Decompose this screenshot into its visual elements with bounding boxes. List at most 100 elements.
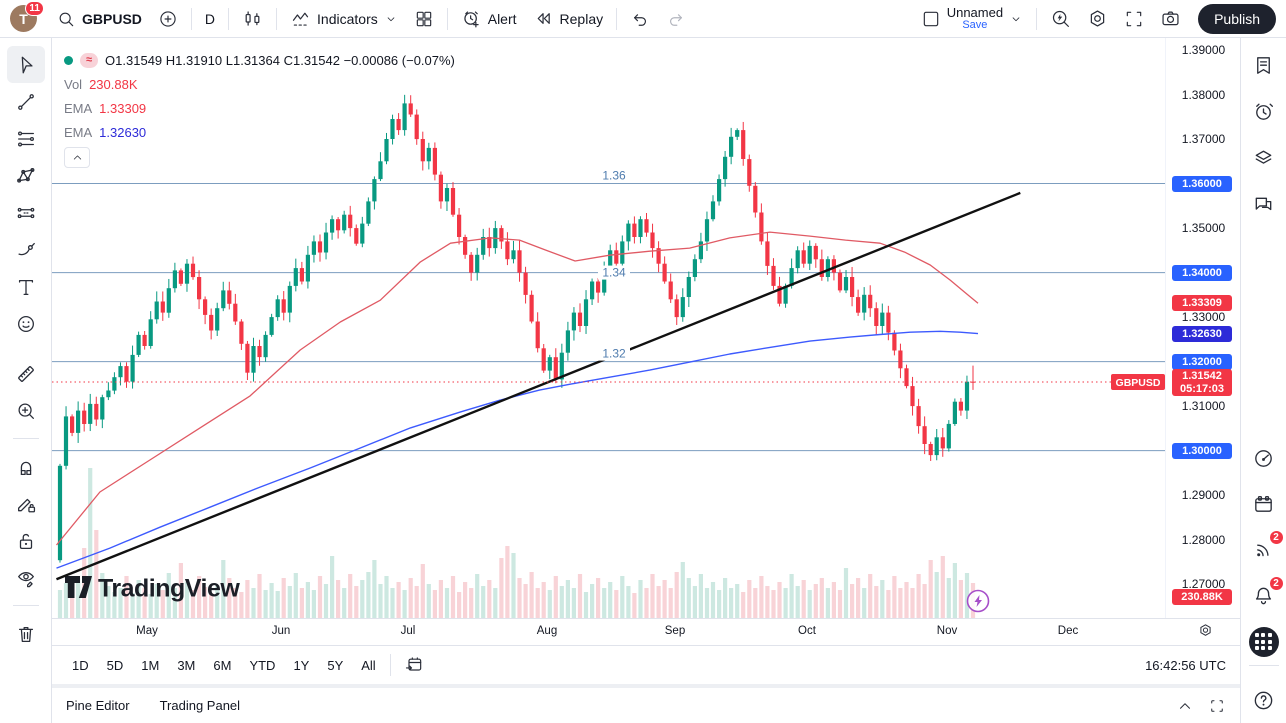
goto-date-button[interactable] bbox=[397, 651, 431, 679]
range-1d[interactable]: 1D bbox=[72, 657, 89, 673]
save-link[interactable]: Save bbox=[962, 19, 988, 31]
fullscreen-button[interactable] bbox=[1117, 5, 1151, 33]
utc-clock[interactable]: 16:42:56 UTC bbox=[1145, 657, 1226, 673]
tool-zoom-in[interactable] bbox=[7, 392, 45, 429]
tool-xabcd-pattern[interactable] bbox=[7, 157, 45, 194]
sidebar-object-tree-button[interactable] bbox=[1247, 140, 1281, 174]
layout-select-button[interactable]: Unnamed Save bbox=[914, 2, 1030, 35]
sidebar-chat-button[interactable] bbox=[1247, 187, 1281, 221]
sidebar-notifications-button[interactable]: 2 bbox=[1247, 576, 1284, 612]
sidebar-calendar-button[interactable] bbox=[1247, 487, 1281, 521]
volume-bar bbox=[209, 593, 214, 618]
candle-body bbox=[203, 299, 208, 315]
undo-button[interactable] bbox=[623, 5, 657, 33]
candle-body bbox=[172, 270, 177, 289]
interval-button[interactable]: D bbox=[204, 10, 216, 27]
volume-bar bbox=[729, 588, 734, 618]
tool-fib-retracement[interactable] bbox=[7, 120, 45, 157]
range-1m[interactable]: 1M bbox=[141, 657, 160, 673]
tool-trend-line[interactable] bbox=[7, 83, 45, 120]
panel-maximize-button[interactable] bbox=[1208, 697, 1226, 715]
ema-fast-line[interactable] bbox=[56, 330, 979, 569]
layout-templates-button[interactable] bbox=[407, 5, 441, 33]
range-5d[interactable]: 5D bbox=[106, 657, 124, 673]
trend-line-drawing[interactable] bbox=[56, 191, 1021, 581]
panel-expand-button[interactable] bbox=[1176, 697, 1194, 715]
replay-button[interactable]: Replay bbox=[526, 4, 611, 33]
candle-body bbox=[559, 352, 564, 380]
range-6m[interactable]: 6M bbox=[213, 657, 232, 673]
range-1y[interactable]: 1Y bbox=[293, 657, 310, 673]
compare-add-button[interactable] bbox=[151, 5, 185, 33]
ema-slow-line[interactable] bbox=[55, 231, 979, 546]
volume-bar bbox=[444, 588, 450, 618]
chart-settings-button[interactable] bbox=[1080, 4, 1115, 33]
candle-body bbox=[517, 250, 522, 273]
range-all[interactable]: All bbox=[361, 657, 376, 673]
tab-trading-panel[interactable]: Trading Panel bbox=[159, 698, 241, 713]
tool-emoji[interactable] bbox=[7, 305, 45, 342]
price-tick: 1.27000 bbox=[1181, 577, 1226, 592]
undo-icon bbox=[634, 13, 647, 26]
event-lightning-icon[interactable] bbox=[966, 589, 990, 613]
tradingview-watermark: TradingView bbox=[65, 575, 241, 603]
volume-bar bbox=[354, 586, 359, 618]
snapshot-button[interactable] bbox=[1153, 4, 1188, 33]
symbol-marker-pill[interactable]: ≈ bbox=[80, 52, 99, 68]
candles-icon bbox=[245, 11, 260, 26]
sidebar-watchlist-button[interactable] bbox=[1247, 48, 1281, 82]
sidebar-ideas-stream-button[interactable]: 2 bbox=[1247, 530, 1284, 566]
tool-magnet[interactable] bbox=[7, 448, 45, 485]
candle-body bbox=[686, 277, 691, 297]
tool-cursor[interactable] bbox=[6, 46, 45, 83]
current-price-value: 1.31542 bbox=[1182, 369, 1222, 382]
volume-bar bbox=[577, 574, 583, 618]
alert-button[interactable]: Alert bbox=[454, 4, 524, 33]
range-3m[interactable]: 3M bbox=[177, 657, 196, 673]
volume-bar bbox=[396, 582, 401, 618]
candle-body bbox=[964, 381, 970, 411]
chart-style-button[interactable] bbox=[235, 4, 270, 33]
volume-bar bbox=[148, 594, 153, 618]
right-sidebar: 2 2 bbox=[1240, 38, 1286, 723]
time-axis[interactable]: May Jun Jul Aug Sep Oct Nov Dec bbox=[52, 618, 1240, 645]
redo-button[interactable] bbox=[659, 5, 693, 33]
tool-lock-all[interactable] bbox=[7, 522, 45, 559]
volume-bar bbox=[166, 573, 171, 618]
toolbar-separator bbox=[446, 7, 448, 30]
tool-measure[interactable] bbox=[7, 355, 45, 392]
price-axis[interactable]: 1.39000 1.38000 1.37000 1.35000 1.33000 1.310… bbox=[1165, 38, 1240, 618]
tool-brush[interactable] bbox=[7, 231, 45, 268]
publish-button[interactable]: Publish bbox=[1198, 3, 1276, 34]
legend-collapse-button[interactable] bbox=[64, 147, 90, 168]
candle-body bbox=[148, 319, 153, 346]
volume-bar bbox=[831, 582, 836, 618]
sidebar-screener-button[interactable] bbox=[1247, 441, 1281, 475]
volume-bar bbox=[523, 584, 528, 618]
range-ytd[interactable]: YTD bbox=[249, 657, 276, 673]
axis-settings-button[interactable] bbox=[1197, 622, 1214, 639]
tab-pine-editor[interactable]: Pine Editor bbox=[66, 698, 130, 713]
tool-projection[interactable] bbox=[7, 194, 45, 231]
tool-drawing-mode-lock[interactable] bbox=[7, 485, 45, 522]
indicators-button[interactable]: Indicators bbox=[283, 4, 405, 33]
symbol-status-dot[interactable] bbox=[64, 55, 73, 65]
candle-body bbox=[414, 114, 419, 140]
tool-text[interactable] bbox=[7, 268, 45, 305]
volume-bar bbox=[825, 588, 830, 618]
quick-search-button[interactable] bbox=[1043, 4, 1078, 33]
range-5y[interactable]: 5Y bbox=[327, 657, 344, 673]
chart-canvas[interactable]: TradingView 1.36 1.34 1.32 GBPUSD bbox=[52, 38, 1165, 618]
candle-body bbox=[892, 332, 897, 351]
candle-body bbox=[463, 237, 468, 255]
candle-body bbox=[154, 301, 159, 320]
tool-remove-drawings[interactable] bbox=[7, 615, 45, 652]
symbol-search-button[interactable]: GBPUSD bbox=[49, 5, 149, 33]
tool-hide-drawings[interactable] bbox=[7, 559, 45, 596]
candle-body bbox=[656, 248, 661, 264]
sidebar-apps-button[interactable] bbox=[1247, 625, 1281, 659]
alarm-clock-icon bbox=[1256, 103, 1273, 120]
sidebar-help-button[interactable] bbox=[1247, 683, 1281, 717]
sidebar-alerts-button[interactable] bbox=[1247, 94, 1281, 128]
user-avatar[interactable]: T 11 bbox=[10, 1, 44, 32]
